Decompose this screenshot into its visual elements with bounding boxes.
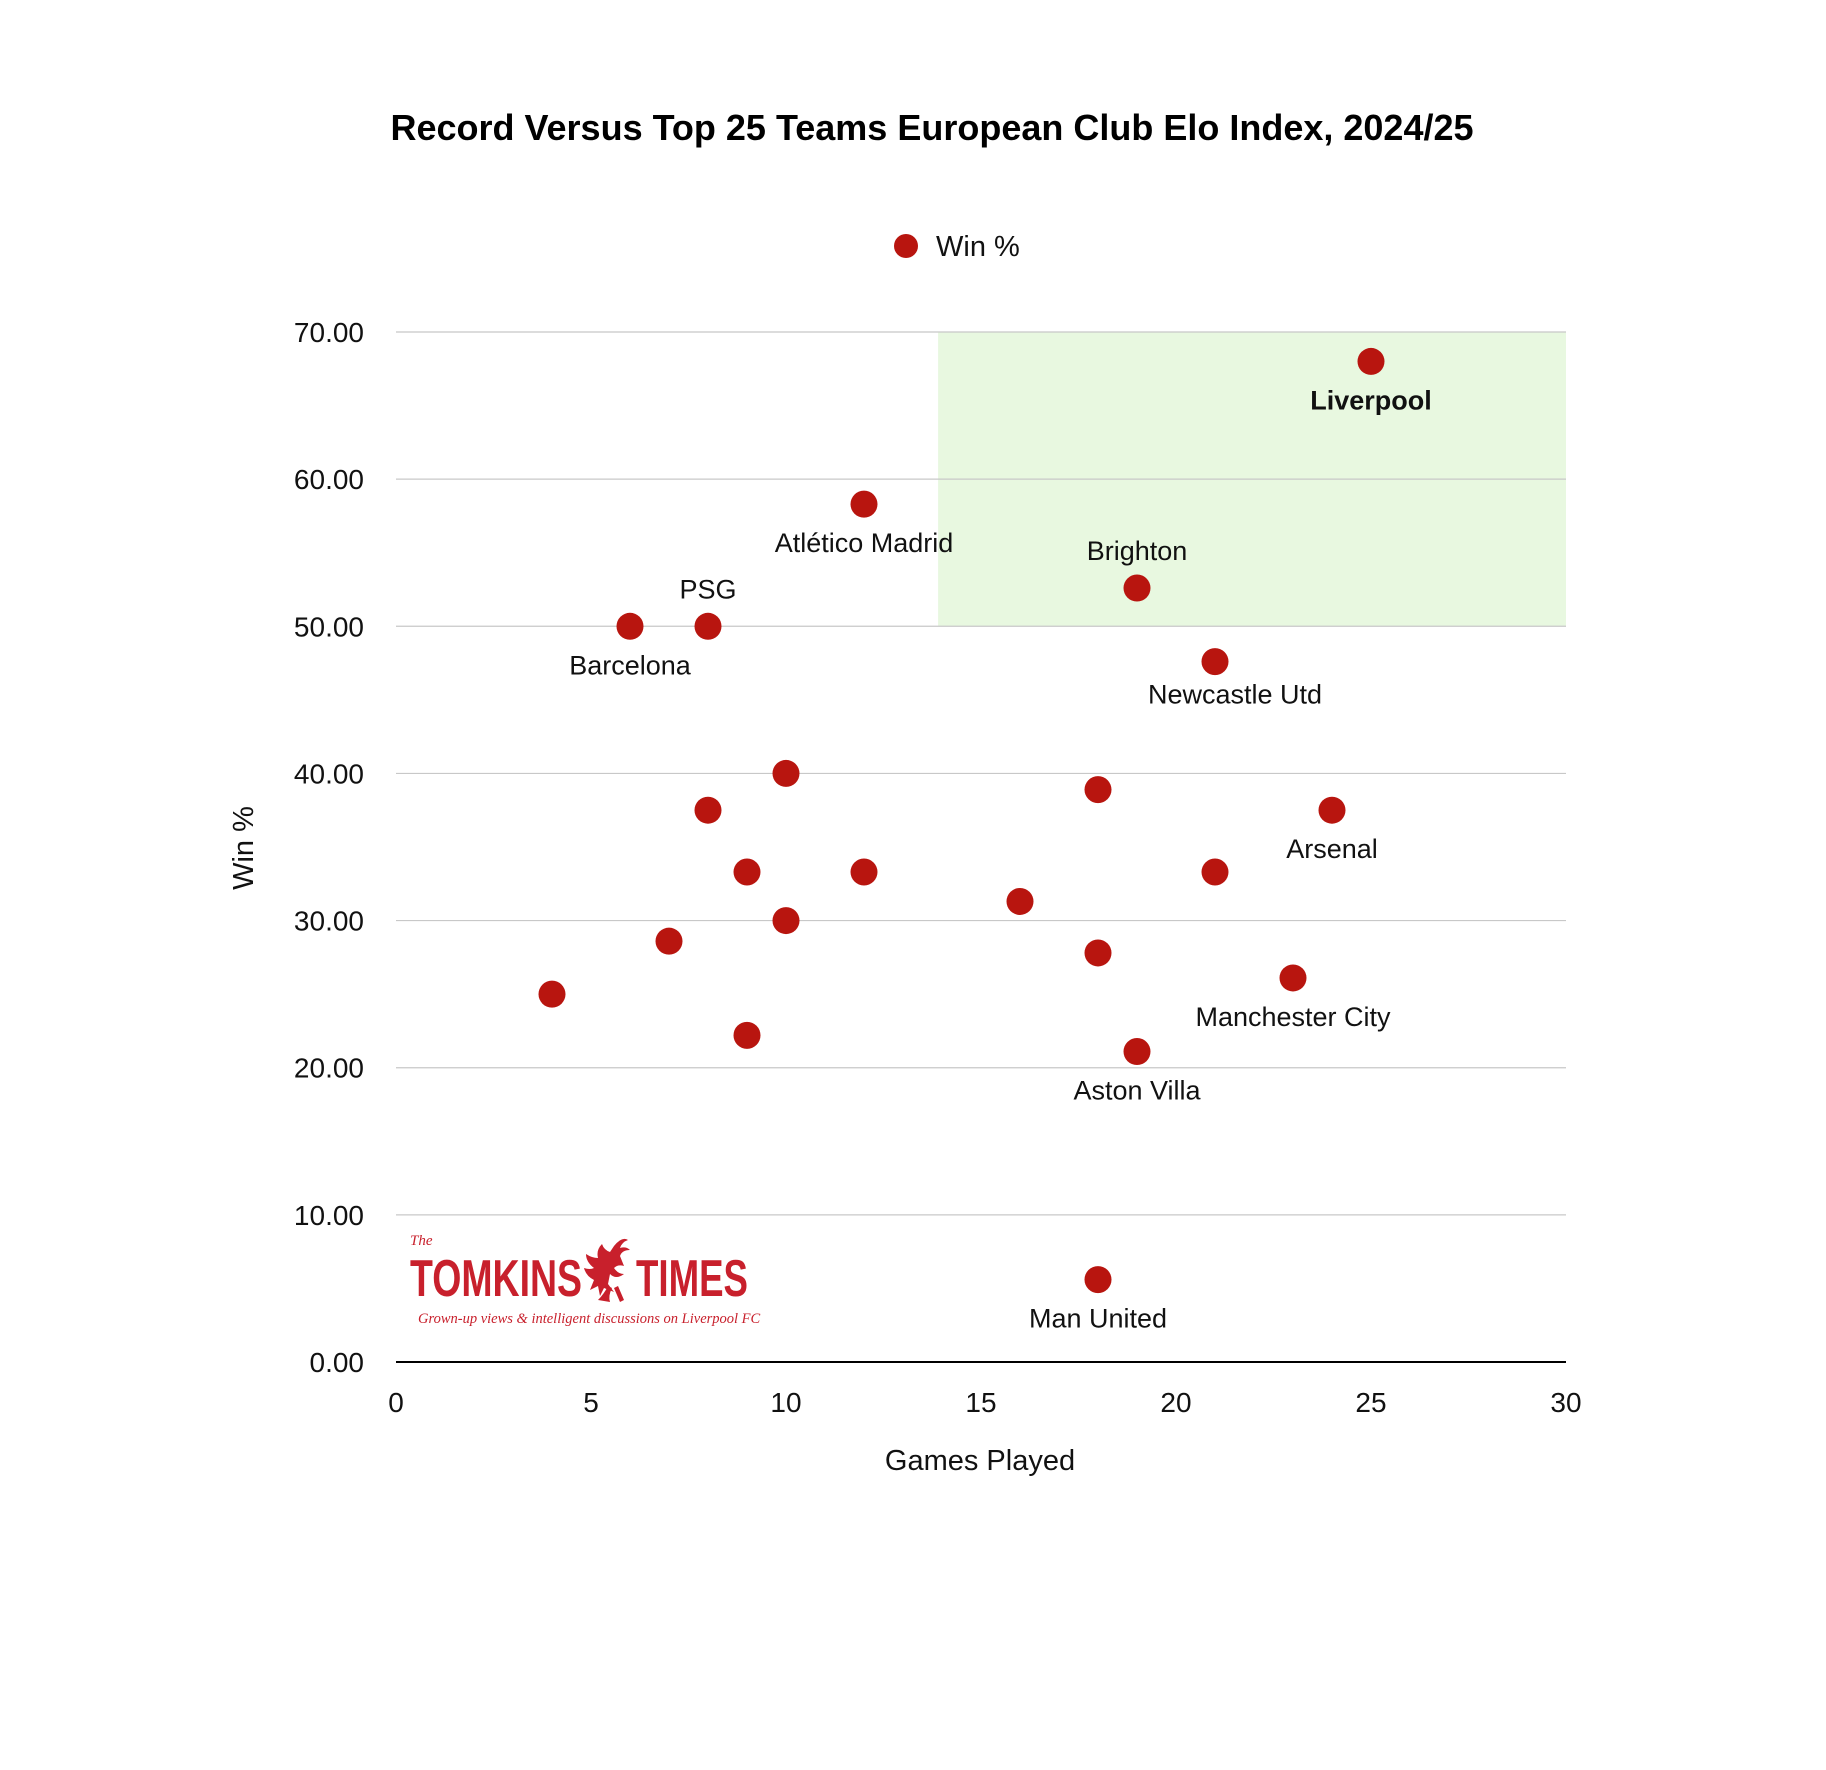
liverbird-icon xyxy=(584,1238,630,1302)
data-point xyxy=(694,612,722,640)
point-label: Atlético Madrid xyxy=(775,528,954,558)
y-tick-label: 0.00 xyxy=(310,1347,365,1378)
data-point xyxy=(1084,939,1112,967)
data-point xyxy=(1084,776,1112,804)
data-point xyxy=(1123,574,1151,602)
y-tick-label: 30.00 xyxy=(294,906,364,937)
data-point xyxy=(733,858,761,886)
data-point xyxy=(1201,858,1229,886)
x-tick-label: 30 xyxy=(1550,1387,1581,1418)
x-tick-label: 10 xyxy=(770,1387,801,1418)
x-tick-label: 5 xyxy=(583,1387,599,1418)
point-label: Newcastle Utd xyxy=(1148,680,1322,710)
data-point xyxy=(772,907,800,935)
logo-tagline: Grown-up views & intelligent discussions… xyxy=(418,1311,761,1327)
y-axis-label: Win % xyxy=(228,806,260,890)
point-label: Aston Villa xyxy=(1073,1076,1201,1106)
logo: The TOMKINS TIMES Grown-up views & intel… xyxy=(410,1233,761,1327)
y-tick-label: 60.00 xyxy=(294,464,364,495)
point-label: Liverpool xyxy=(1310,385,1432,415)
y-tick-label: 10.00 xyxy=(294,1200,364,1231)
x-tick-label: 15 xyxy=(965,1387,996,1418)
y-axis-ticks: 0.00 10.00 20.00 30.00 40.00 50.00 60.00 70.00 xyxy=(294,317,364,1378)
data-point xyxy=(1357,347,1385,375)
data-point xyxy=(655,927,683,955)
legend-marker xyxy=(894,234,918,258)
data-point xyxy=(772,759,800,787)
logo-the: The xyxy=(410,1233,433,1249)
point-labels: Liverpool Atlético Madrid Brighton PSG Barce… xyxy=(569,385,1432,1333)
point-label: PSG xyxy=(679,574,736,604)
data-point xyxy=(1123,1038,1151,1066)
data-points xyxy=(538,347,1385,1294)
x-tick-label: 20 xyxy=(1160,1387,1191,1418)
x-tick-label: 25 xyxy=(1355,1387,1386,1418)
legend-label: Win % xyxy=(936,231,1020,263)
data-point xyxy=(616,612,644,640)
point-label: Arsenal xyxy=(1286,834,1378,864)
data-point xyxy=(850,490,878,518)
chart-title: Record Versus Top 25 Teams European Club… xyxy=(390,107,1473,148)
y-tick-label: 70.00 xyxy=(294,317,364,348)
y-tick-label: 50.00 xyxy=(294,611,364,642)
x-tick-label: 0 xyxy=(388,1387,404,1418)
logo-name-left: TOMKINS xyxy=(410,1250,582,1308)
data-point xyxy=(850,858,878,886)
y-tick-label: 20.00 xyxy=(294,1053,364,1084)
data-point xyxy=(1006,887,1034,915)
x-axis-label: Games Played xyxy=(885,1445,1075,1477)
data-point xyxy=(1279,964,1307,992)
point-label: Brighton xyxy=(1087,536,1188,566)
point-label: Barcelona xyxy=(569,650,692,680)
gridlines xyxy=(396,331,1566,1216)
data-point xyxy=(538,980,566,1008)
x-axis-ticks: 0 5 10 15 20 25 30 xyxy=(388,1387,1581,1418)
point-label: Manchester City xyxy=(1195,1002,1391,1032)
y-tick-label: 40.00 xyxy=(294,758,364,789)
data-point xyxy=(1201,648,1229,676)
point-label: Man United xyxy=(1029,1304,1167,1334)
legend: Win % xyxy=(894,231,1020,263)
logo-name-right: TIMES xyxy=(636,1250,748,1308)
data-point xyxy=(1084,1266,1112,1294)
data-point xyxy=(1318,796,1346,824)
data-point xyxy=(694,796,722,824)
data-point xyxy=(733,1021,761,1049)
